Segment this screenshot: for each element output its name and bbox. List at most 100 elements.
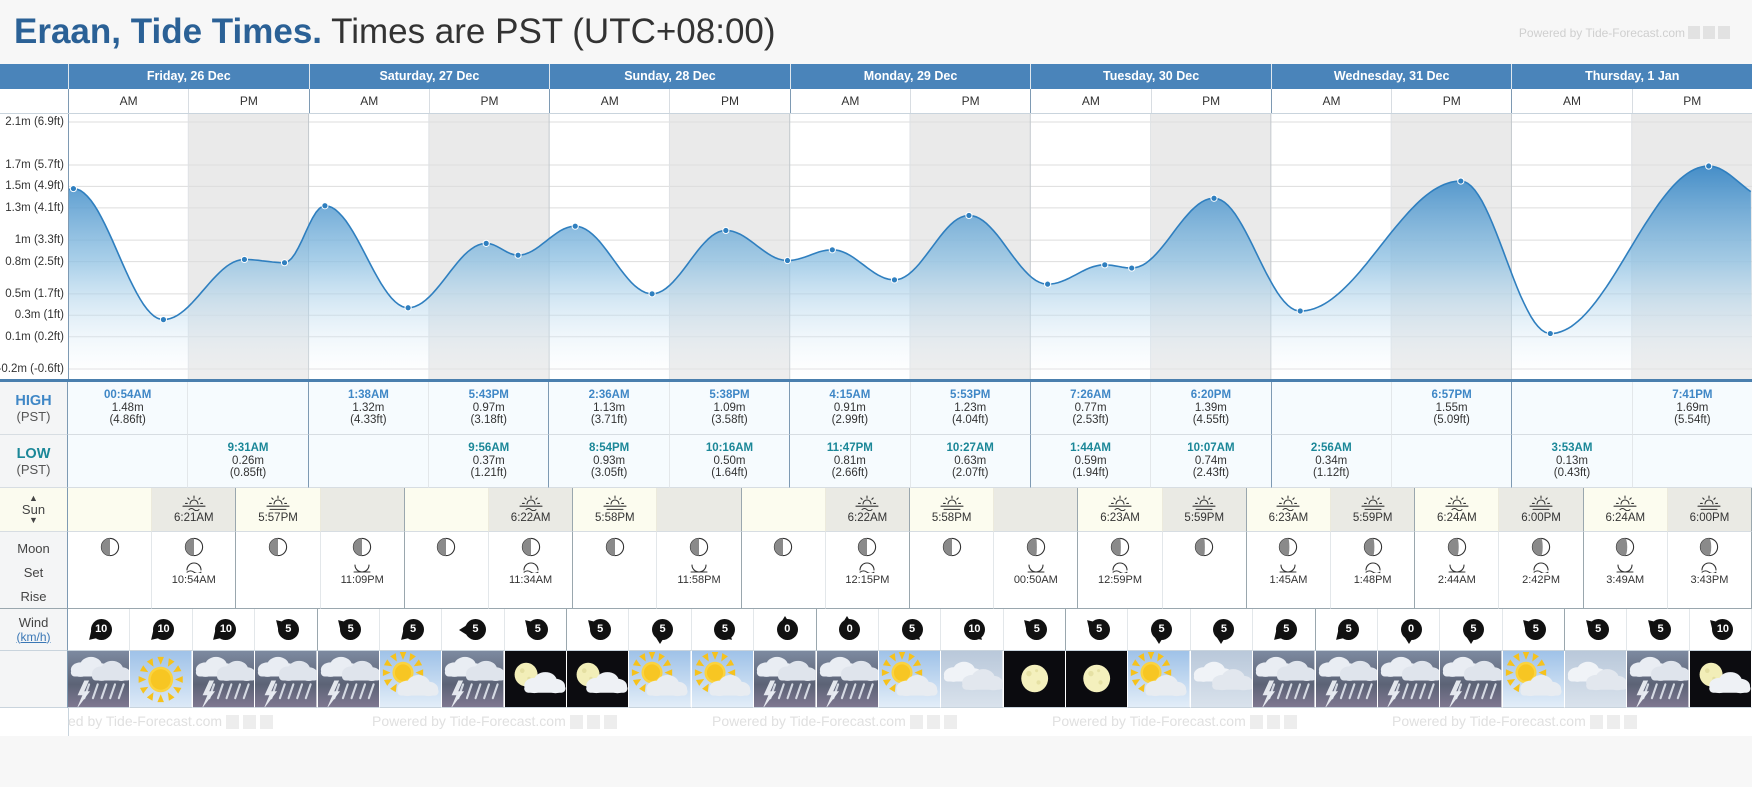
low-tide-time: 1:44AM: [1070, 442, 1111, 455]
tide-chart: 2.1m (6.9ft) 1.7m (5.7ft) 1.5m (4.9ft) 1.3m…: [0, 114, 1752, 382]
weather-cell-15: [1003, 651, 1066, 708]
timezone-title: Times are PST (UTC+08:00): [331, 12, 776, 51]
wind-badge: 5: [518, 615, 552, 645]
tide-point-low-17: [1128, 264, 1136, 272]
moon-phase-icon: [1531, 537, 1551, 557]
day-header-gutter: [0, 64, 69, 89]
tide-point-low-11: [783, 256, 792, 265]
wind-cell-13: 5: [878, 609, 942, 651]
low-tide-meters: 0.59m: [1074, 454, 1107, 467]
watermark-3: Powered by Tide-Forecast.com: [1052, 713, 1297, 729]
thunderstorm-rain-icon: [255, 651, 317, 707]
high-tide-feet: (3.18ft): [470, 414, 507, 427]
low-tide-feet: (1.64ft): [711, 467, 748, 480]
ampm-3-am: AM: [791, 89, 911, 113]
moon-time: 3:43PM: [1690, 574, 1729, 586]
moon-cell-7: 11:58PM: [657, 532, 742, 609]
logo-square-icon: [1718, 26, 1730, 39]
wind-cell-15: 5: [1003, 609, 1066, 651]
low-tide-cell-3: 9:56AM 0.37m (1.21ft): [429, 435, 550, 488]
night-clear-icon: [1003, 651, 1065, 707]
moonrise-icon: [1616, 564, 1634, 573]
logo-square-icon: [603, 715, 617, 729]
day-header-2: Sunday, 28 Dec: [550, 64, 791, 89]
wind-badge: 5: [1267, 615, 1301, 645]
sunset-icon: [940, 495, 964, 510]
sun-cell-4: [404, 488, 490, 532]
wind-badge: 5: [1329, 615, 1363, 645]
sun-time: 6:22AM: [510, 512, 551, 524]
weather-cell-25: [1627, 651, 1690, 708]
wind-cell-26: 10: [1689, 609, 1752, 651]
sunset-icon: [1192, 495, 1216, 510]
sun-time: 6:21AM: [173, 512, 214, 524]
low-tide-feet: (0.43ft): [1553, 467, 1591, 480]
tide-point-low-21: [1546, 329, 1554, 338]
ampm-gutter: [0, 89, 69, 113]
low-tide-meters: 0.63m: [954, 454, 987, 467]
logo-square-icon: [909, 715, 923, 729]
sun-time: 6:23AM: [1100, 512, 1140, 524]
wind-cell-22: 5: [1440, 609, 1503, 651]
sun-time: 6:24AM: [1605, 512, 1646, 524]
high-tide-feet: (2.99ft): [831, 414, 869, 427]
low-tide-cell-11: [1391, 435, 1513, 488]
moon-cell-15: 1:48PM: [1331, 532, 1416, 609]
moon-phase-icon: [1279, 537, 1298, 557]
y-axis-tick-3: 1.3m (4.1ft): [5, 201, 64, 214]
wind-speed-value: 5: [1338, 618, 1360, 640]
tide-point-high-0: [69, 184, 78, 193]
sun-time: 6:23AM: [1268, 512, 1309, 524]
moon-time: 1:48PM: [1353, 574, 1392, 586]
moon-cell-13: [1162, 532, 1247, 609]
wind-cell-3: 5: [255, 609, 318, 651]
moon-cell-2: [236, 532, 321, 609]
low-tide-row-label: LOW (PST): [0, 435, 68, 488]
moon-phase-icon: [353, 537, 372, 557]
moon-cell-19: 3:43PM: [1667, 532, 1752, 609]
wind-row: Wind (km/h) 10 10 10 5 5 5 5 5 5 5 5 0 0 5 10 5 5 5 5 5 5 0 5 5…: [0, 609, 1752, 651]
wind-badge: 5: [1516, 615, 1550, 645]
cloudy-icon: [941, 651, 1003, 707]
weather-cell-14: [941, 651, 1004, 708]
wind-units-link[interactable]: (km/h): [16, 629, 51, 644]
moon-label: Moon: [17, 541, 50, 556]
weather-cell-12: [816, 651, 879, 708]
high-tide-row-label: HIGH (PST): [0, 382, 68, 435]
low-tide-cell-10: 2:56AM 0.34m (1.12ft): [1271, 435, 1392, 488]
moon-cell-4: [404, 532, 490, 609]
high-tide-cell-11: 6:57PM 1.55m (5.09ft): [1391, 382, 1513, 435]
moon-cell-0: [68, 532, 153, 609]
y-axis-tick-9: -0.2m (-0.6ft): [0, 363, 64, 375]
weather-cell-22: [1440, 651, 1503, 708]
sun-cell-15: 5:59PM: [1331, 488, 1416, 532]
low-tide-row: LOW (PST) 9:31AM 0.26m (0.85ft) 9:56AM 0.37m…: [0, 435, 1752, 488]
moon-phase-icon: [521, 537, 540, 557]
wind-speed-value: 5: [714, 618, 736, 640]
moon-cell-12: 12:59PM: [1078, 532, 1163, 609]
wind-cell-0: 10: [68, 609, 131, 651]
thunderstorm-rain-icon: [1253, 651, 1315, 707]
thunderstorm-rain-icon: [1315, 651, 1377, 707]
wind-speed-value: 5: [1213, 618, 1235, 640]
y-axis-tick-7: 0.3m (1ft): [14, 309, 64, 322]
high-tide-feet: (3.58ft): [711, 414, 748, 427]
high-tide-cell-13: 7:41PM 1.69m (5.54ft): [1632, 382, 1752, 435]
high-tide-feet: (4.55ft): [1192, 414, 1230, 427]
weather-cell-24: [1565, 651, 1628, 708]
watermark-4: Powered by Tide-Forecast.com: [1392, 713, 1637, 729]
moon-phase-icon: [689, 537, 709, 557]
moon-time: 11:09PM: [340, 574, 384, 586]
moon-time: 3:49AM: [1606, 574, 1645, 586]
sun-cell-18: 6:24AM: [1583, 488, 1668, 532]
moon-phase-icon: [100, 537, 119, 557]
y-axis-tick-6: 0.5m (1.7ft): [5, 287, 64, 300]
sunrise-icon: [1108, 495, 1132, 511]
night-cloudy-icon: [504, 651, 566, 707]
ampm-2-pm: PM: [670, 89, 791, 113]
weather-cell-16: [1066, 651, 1129, 708]
wind-badge: 10: [144, 615, 178, 645]
wind-speed-value: 5: [1026, 618, 1048, 640]
day-header-1: Saturday, 27 Dec: [310, 64, 551, 89]
low-tide-meters: 0.34m: [1315, 454, 1348, 467]
